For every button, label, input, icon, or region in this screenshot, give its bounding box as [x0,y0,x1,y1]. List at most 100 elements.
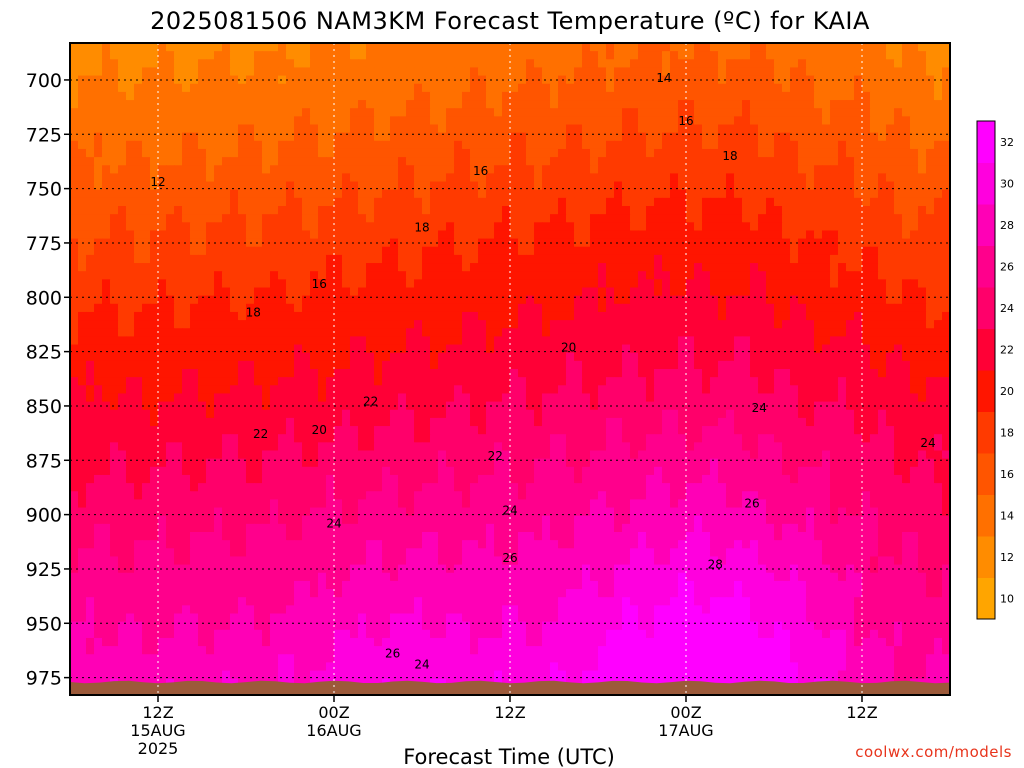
field-cell [406,116,415,126]
field-cell [134,320,143,329]
field-cell [278,393,287,403]
field-cell [310,222,319,232]
field-cell [534,295,543,305]
field-cell [206,132,215,142]
field-cell [190,401,199,411]
field-cell [838,165,847,174]
field-cell [310,214,319,223]
field-cell [102,328,111,337]
field-cell [230,263,239,272]
field-cell [182,165,191,174]
field-cell [870,206,879,215]
field-cell [214,279,223,289]
field-cell [518,59,527,69]
field-cell [918,360,927,370]
field-cell [150,271,159,280]
field-cell [126,197,135,207]
field-cell [198,132,207,142]
field-cell [798,67,807,77]
field-cell [206,271,215,280]
field-cell [78,303,87,313]
field-cell [422,75,431,85]
field-cell [918,181,927,191]
field-cell [158,254,167,264]
field-cell [942,254,950,264]
field-cell [694,206,703,215]
field-cell [230,230,239,240]
field-cell [134,295,143,305]
field-cell [286,320,295,329]
field-cell [278,279,287,289]
field-cell [790,377,799,386]
field-cell [886,124,895,134]
field-cell [766,279,775,289]
field-cell [582,91,591,101]
field-cell [822,116,831,126]
field-cell [574,360,583,370]
field-cell [126,320,135,329]
field-cell [358,116,367,126]
field-cell [366,173,375,183]
field-cell [574,132,583,142]
field-cell [494,214,503,223]
field-cell [926,100,935,109]
field-cell [326,214,335,223]
field-cell [598,83,607,93]
field-cell [686,51,695,60]
field-cell [902,132,911,142]
field-cell [878,43,887,52]
field-cell [270,295,279,305]
field-cell [342,173,351,183]
field-cell [566,181,575,191]
field-cell [846,148,855,158]
field-cell [862,222,871,232]
field-cell [710,222,719,232]
field-cell [182,295,191,305]
field-cell [910,67,919,77]
field-cell [358,100,367,109]
field-cell [574,59,583,69]
field-cell [542,189,551,199]
field-cell [158,238,167,248]
field-cell [246,303,255,313]
field-cell [726,222,735,232]
field-cell [782,246,791,256]
field-cell [270,214,279,223]
field-cell [894,377,903,386]
field-cell [326,263,335,272]
field-cell [822,344,831,354]
field-cell [902,311,911,321]
field-cell [902,51,911,60]
field-cell [158,91,167,101]
field-cell [198,157,207,166]
field-cell [894,116,903,126]
field-cell [662,279,671,289]
field-cell [382,157,391,166]
field-cell [710,271,719,280]
field-cell [934,303,943,313]
field-cell [654,377,663,386]
field-cell [838,51,847,60]
field-cell [870,263,879,272]
field-cell [822,83,831,93]
field-cell [334,51,343,60]
field-cell [86,230,95,240]
field-cell [806,51,815,60]
field-cell [110,369,119,378]
field-cell [86,132,95,142]
field-cell [406,140,415,150]
field-cell [182,206,191,215]
field-cell [630,385,639,395]
field-cell [934,43,943,52]
field-cell [278,222,287,232]
field-cell [342,157,351,166]
field-cell [262,320,271,329]
field-cell [342,393,351,403]
field-cell [518,377,527,386]
field-cell [926,124,935,134]
field-cell [790,124,799,134]
field-cell [94,320,103,329]
field-cell [734,385,743,395]
chart-title: 2025081506 NAM3KM Forecast Temperature (… [150,7,870,35]
field-cell [230,116,239,126]
